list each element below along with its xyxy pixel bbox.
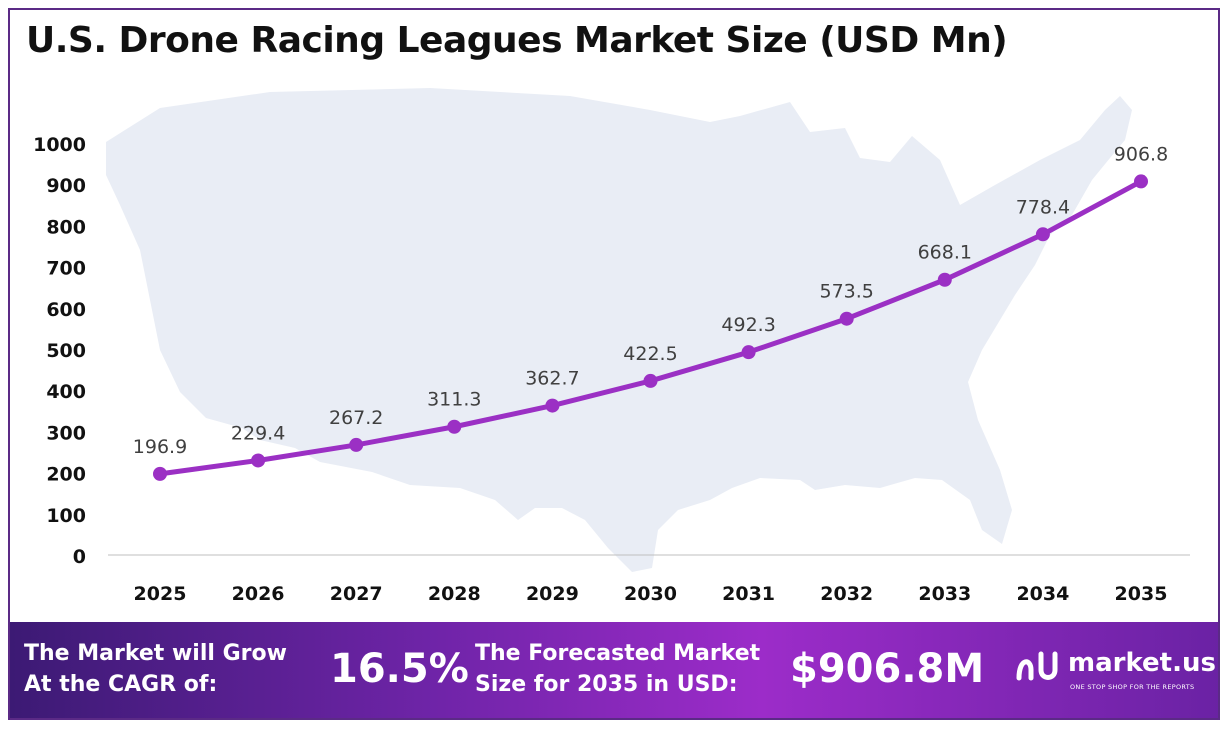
cagr-value: 16.5% — [330, 646, 469, 692]
data-point — [643, 373, 658, 388]
data-point — [741, 345, 756, 360]
brand-tagline: ONE STOP SHOP FOR THE REPORTS — [1070, 683, 1195, 691]
footer-banner: The Market will Grow At the CAGR of: 16.… — [10, 622, 1218, 718]
data-point — [1134, 174, 1148, 189]
data-label: 196.9 — [133, 436, 187, 458]
data-labels: 196.9 229.4 267.2 311.3 362.7 422.5 492.3 573.5… — [133, 143, 1168, 457]
data-label: 668.1 — [918, 242, 972, 264]
data-point — [251, 453, 266, 468]
series-markers — [153, 174, 1148, 481]
forecast-text-line2: Size for 2035 in USD: — [475, 672, 738, 697]
y-tick-label: 800 — [46, 216, 86, 238]
data-label: 267.2 — [329, 407, 383, 429]
x-tick-label: 2029 — [526, 583, 579, 605]
data-point — [839, 311, 854, 326]
data-point — [937, 272, 952, 287]
y-tick-label: 400 — [46, 381, 86, 403]
x-tick-label: 2030 — [624, 583, 677, 605]
data-point — [153, 466, 167, 481]
cagr-text: The Market will Grow At the CAGR of: — [24, 638, 287, 700]
x-tick-label: 2028 — [428, 583, 481, 605]
x-tick-label: 2025 — [134, 583, 187, 605]
forecast-value: $906.8M — [790, 646, 985, 692]
y-tick-label: 700 — [46, 258, 86, 280]
y-tick-label: 100 — [46, 505, 86, 527]
y-tick-label: 200 — [46, 464, 86, 486]
x-axis: 2025 2026 2027 2028 2029 2030 2031 2032 2033 2034… — [134, 583, 1168, 605]
brand-name: market.us — [1068, 648, 1216, 678]
y-tick-label: 0 — [73, 546, 86, 568]
data-label: 422.5 — [623, 343, 677, 365]
cagr-text-line2: At the CAGR of: — [24, 672, 218, 697]
chart-title: U.S. Drone Racing Leagues Market Size (U… — [26, 20, 1008, 61]
data-label: 362.7 — [525, 368, 579, 390]
x-tick-label: 2032 — [820, 583, 873, 605]
data-label: 906.8 — [1114, 143, 1168, 165]
y-tick-label: 900 — [46, 175, 86, 197]
data-point — [349, 437, 364, 452]
data-label: 573.5 — [819, 281, 873, 303]
market-us-logo-icon — [1016, 651, 1058, 681]
forecast-text: The Forecasted Market Size for 2035 in U… — [475, 638, 760, 700]
y-axis: 0 100 200 300 400 500 600 700 800 900 1000 — [33, 134, 86, 568]
x-tick-label: 2033 — [918, 583, 971, 605]
chart-frame: U.S. Drone Racing Leagues Market Size (U… — [8, 8, 1220, 720]
y-tick-label: 600 — [46, 299, 86, 321]
cagr-text-line1: The Market will Grow — [24, 641, 287, 666]
x-tick-label: 2035 — [1115, 583, 1168, 605]
y-tick-label: 1000 — [33, 134, 86, 156]
us-map-background — [106, 88, 1132, 572]
x-tick-label: 2026 — [232, 583, 285, 605]
data-point — [447, 419, 462, 434]
y-tick-label: 300 — [46, 422, 86, 444]
data-label: 311.3 — [427, 389, 481, 411]
y-tick-label: 500 — [46, 340, 86, 362]
data-label: 778.4 — [1016, 196, 1070, 218]
forecast-text-line1: The Forecasted Market — [475, 641, 761, 666]
data-point — [545, 398, 560, 413]
market-us-logo: market.us ONE STOP SHOP FOR THE REPORTS — [1014, 644, 1216, 698]
data-label: 492.3 — [721, 314, 775, 336]
x-tick-label: 2027 — [330, 583, 383, 605]
data-point — [1035, 227, 1050, 242]
x-tick-label: 2034 — [1016, 583, 1069, 605]
x-tick-label: 2031 — [722, 583, 775, 605]
data-label: 229.4 — [231, 422, 285, 444]
